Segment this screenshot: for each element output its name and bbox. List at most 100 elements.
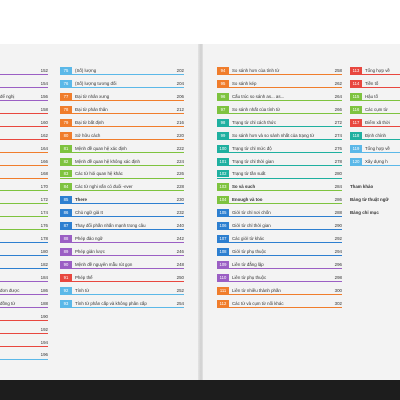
toc-entry[interactable]: 103 So và such 284 bbox=[217, 182, 342, 192]
toc-entry[interactable]: 109 Liên từ đẳng lập 296 bbox=[217, 260, 342, 270]
toc-entry[interactable]: 166 bbox=[0, 157, 48, 167]
toc-entry[interactable]: 80 Sở hữu cách 220 bbox=[60, 131, 184, 141]
toc-entry[interactable]: đồng từ 188 bbox=[0, 299, 48, 309]
toc-entry[interactable]: 119 Tổng hợp về bbox=[350, 144, 400, 154]
toc-entry[interactable]: 99 So sánh hơn và so sánh nhất của trạng … bbox=[217, 131, 342, 141]
toc-plain-entry[interactable]: Bảng từ thuật ngữ bbox=[350, 197, 389, 203]
toc-entry[interactable]: 108 Giới từ phụ thuộc 294 bbox=[217, 247, 342, 257]
toc-entry[interactable]: đơn được 186 bbox=[0, 286, 48, 296]
chapter-title: Trạng từ chỉ cách thức bbox=[232, 119, 277, 125]
toc-entry[interactable]: 110 Liên từ phụ thuộc 298 bbox=[217, 273, 342, 283]
toc-entry[interactable]: 160 bbox=[0, 118, 48, 128]
chapter-number-badge: 88 bbox=[60, 235, 72, 243]
toc-entry[interactable]: 180 bbox=[0, 247, 48, 257]
toc-entry[interactable]: 152 bbox=[0, 66, 48, 76]
toc-entry[interactable]: 83 Các từ hỏi quan hệ khác 226 bbox=[60, 169, 184, 179]
page-number: 292 bbox=[334, 236, 342, 242]
underline-bar bbox=[350, 112, 400, 114]
toc-entry[interactable]: 118 Định chính bbox=[350, 131, 400, 141]
chapter-title: đồng từ bbox=[0, 300, 16, 306]
toc-entry[interactable]: 92 Tính từ 252 bbox=[60, 286, 184, 296]
toc-entry[interactable]: 86 Chủ ngữ giả It 232 bbox=[60, 208, 184, 218]
page-number: 258 bbox=[334, 68, 342, 73]
toc-entry[interactable]: 196 bbox=[0, 350, 48, 360]
toc-entry[interactable]: 116 Các cụm từ bbox=[350, 105, 400, 115]
toc-entry[interactable]: 178 bbox=[0, 234, 48, 244]
chapter-number-badge: 91 bbox=[60, 273, 72, 281]
toc-entry[interactable]: để nghị 156 bbox=[0, 92, 48, 102]
underline-bar bbox=[60, 268, 184, 269]
toc-entry[interactable]: 100 Trạng từ chỉ mức độ 276 bbox=[217, 144, 342, 154]
underline-bar bbox=[0, 87, 48, 88]
toc-entry[interactable]: 105 Giới từ chỉ nơi chốn 288 bbox=[217, 208, 342, 218]
underline-bar bbox=[60, 87, 184, 88]
toc-entry[interactable]: 82 Mệnh đề quan hệ không xác định 224 bbox=[60, 157, 184, 167]
toc-entry[interactable]: 168 bbox=[0, 169, 48, 179]
chapter-number-badge: 78 bbox=[60, 105, 72, 113]
toc-entry[interactable]: 102 Trạng từ tần suất 280 bbox=[217, 169, 342, 179]
toc-entry[interactable]: 96 Cấu trúc so sánh as... as... 264 bbox=[217, 92, 342, 102]
toc-entry[interactable]: 115 Hậu tố bbox=[350, 92, 400, 102]
page-number: 170 bbox=[40, 184, 48, 190]
toc-entry[interactable]: 104 Enough và too 286 bbox=[217, 195, 342, 205]
chapter-title: Định chính bbox=[365, 132, 386, 138]
toc-entry[interactable]: 75 (Số) lượng 202 bbox=[60, 66, 184, 76]
toc-entry[interactable]: 87 Thay đổi phần nhấn mạnh trong câu 240 bbox=[60, 221, 184, 231]
toc-entry[interactable]: 78 Đại từ phản thân 212 bbox=[60, 105, 184, 115]
toc-entry[interactable]: 84 Các từ nghi vấn có đuôi -ever 228 bbox=[60, 182, 184, 192]
toc-entry[interactable]: 85 There 230 bbox=[60, 195, 184, 205]
toc-entry[interactable]: 194 bbox=[0, 338, 48, 348]
toc-entry[interactable]: 112 Các từ và cụm từ nối khác 302 bbox=[217, 299, 342, 309]
toc-entry[interactable]: 79 Đại từ bất định 216 bbox=[60, 118, 184, 128]
toc-plain-entry[interactable]: Tham khảo bbox=[350, 184, 374, 190]
toc-entry[interactable]: 107 Các giới từ khác 292 bbox=[217, 234, 342, 244]
toc-entry[interactable]: 76 (Số) lượng tương đối 204 bbox=[60, 79, 184, 89]
page-number: 188 bbox=[40, 300, 48, 306]
toc-entry[interactable]: 111 Liên từ nhiều thành phần 300 bbox=[217, 286, 342, 296]
toc-entry[interactable]: 114 Tiền tố bbox=[350, 79, 400, 89]
toc-entry[interactable]: 90 Mệnh đề nguyên mẫu rút gọn 248 bbox=[60, 260, 184, 270]
toc-entry[interactable]: 89 Phép giản lược 246 bbox=[60, 247, 184, 257]
toc-entry[interactable]: 95 So sánh kép 262 bbox=[217, 79, 342, 89]
toc-entry[interactable]: 88 Phép đảo ngữ 242 bbox=[60, 234, 184, 244]
toc-entry[interactable]: 81 Mệnh đề quan hệ xác định 222 bbox=[60, 144, 184, 154]
underline-bar bbox=[60, 190, 184, 192]
chapter-number-badge: 94 bbox=[217, 67, 229, 74]
underline-bar bbox=[60, 74, 184, 75]
toc-entry[interactable]: 106 Giới từ chỉ thời gian 290 bbox=[217, 221, 342, 231]
toc-entry[interactable]: 162 bbox=[0, 131, 48, 141]
toc-entry[interactable]: 172 bbox=[0, 195, 48, 205]
toc-entry[interactable]: 170 bbox=[0, 182, 48, 192]
toc-entry[interactable]: 190 bbox=[0, 312, 48, 322]
toc-entry[interactable]: 101 Trạng từ chỉ thời gian 278 bbox=[217, 157, 342, 167]
toc-entry[interactable]: 97 So sánh nhất của tính từ 266 bbox=[217, 105, 342, 115]
chapter-number-badge: 99 bbox=[217, 131, 229, 139]
toc-entry[interactable]: 120 Xây dựng h bbox=[350, 157, 400, 167]
toc-entry[interactable]: 158 bbox=[0, 105, 48, 115]
chapter-number-badge: 103 bbox=[217, 183, 229, 191]
toc-entry[interactable]: 117 Điểm xã thời bbox=[350, 118, 400, 128]
chapter-number-badge: 79 bbox=[60, 118, 72, 126]
chapter-title: Liên từ đẳng lập bbox=[232, 261, 264, 267]
chapter-title: Mệnh đề nguyên mẫu rút gọn bbox=[75, 261, 133, 267]
toc-entry[interactable]: 184 bbox=[0, 273, 48, 283]
chapter-title: Tính từ bbox=[75, 287, 90, 293]
toc-entry[interactable]: 164 bbox=[0, 144, 48, 154]
toc-plain-entry[interactable]: Bảng chỉ mục bbox=[350, 210, 379, 216]
toc-entry[interactable]: 98 Trạng từ chỉ cách thức 272 bbox=[217, 118, 342, 128]
page-number: 250 bbox=[176, 274, 184, 280]
toc-entry[interactable]: 154 bbox=[0, 79, 48, 89]
page-number: 216 bbox=[176, 119, 184, 125]
underline-bar bbox=[0, 216, 48, 218]
toc-entry[interactable]: 91 Phép thế 250 bbox=[60, 273, 184, 283]
toc-entry[interactable]: 192 bbox=[0, 325, 48, 335]
toc-entry[interactable]: 174 bbox=[0, 208, 48, 218]
toc-entry[interactable]: 77 Đại từ nhân xưng 206 bbox=[60, 92, 184, 102]
toc-entry[interactable]: 93 Tính từ phân cấp và không phân cấp 254 bbox=[60, 299, 184, 309]
toc-entry[interactable]: 176 bbox=[0, 221, 48, 231]
toc-entry[interactable]: 182 bbox=[0, 260, 48, 270]
toc-entry[interactable]: 113 Tổng hợp về bbox=[350, 66, 400, 76]
chapter-number-badge: 105 bbox=[217, 209, 229, 217]
chapter-title: So sánh hơn của tính từ bbox=[232, 68, 280, 73]
toc-entry[interactable]: 94 So sánh hơn của tính từ 258 bbox=[217, 66, 342, 76]
